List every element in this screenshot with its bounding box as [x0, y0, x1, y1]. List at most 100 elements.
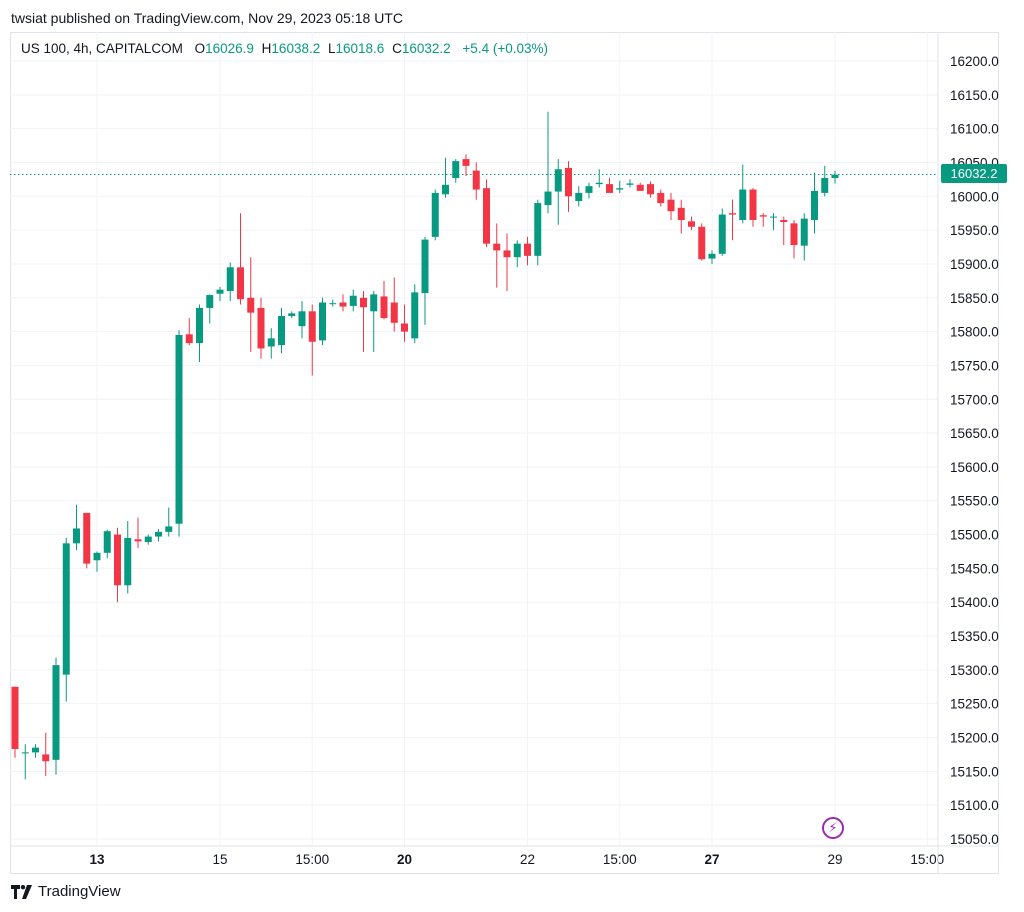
y-tick-label: 16000.0 [950, 189, 999, 204]
candle-body-up [370, 294, 378, 312]
candle-body-down [698, 226, 706, 260]
candle-body-down [565, 167, 572, 197]
legend-high-value: 16038.2 [271, 41, 321, 56]
candle-body-up [616, 188, 624, 190]
candle-body-up [595, 182, 603, 185]
candle-body-up [585, 186, 593, 193]
candle-body-up [534, 203, 542, 256]
y-tick-label: 16150.0 [950, 88, 999, 103]
candle-body-up [298, 311, 306, 327]
candle-body-down [401, 323, 408, 332]
candle-body-down [677, 207, 685, 220]
y-tick-label: 15050.0 [950, 832, 999, 847]
y-tick-label: 15950.0 [950, 223, 999, 238]
candle-body-up [626, 183, 634, 185]
y-tick-label: 15800.0 [950, 325, 999, 340]
candle-body-up [93, 552, 101, 561]
legend-close-value: 16032.2 [401, 41, 451, 56]
brand-name: TradingView [38, 883, 121, 900]
candle-body-down [185, 334, 193, 344]
tradingview-brand[interactable]: TradingView [11, 883, 121, 900]
candle-body-up [52, 665, 60, 760]
candle-body-up [708, 253, 716, 259]
candle-body-down [636, 184, 644, 191]
y-tick-label: 15550.0 [950, 494, 999, 509]
y-tick-label: 15450.0 [950, 561, 999, 576]
y-tick-label: 15650.0 [950, 426, 999, 441]
publisher-line: twsiat published on TradingView.com, Nov… [11, 10, 403, 26]
candle-body-up [575, 192, 583, 202]
candle-body-down [667, 199, 675, 212]
candle-body-up [554, 169, 562, 192]
legend-high-label: H [261, 41, 272, 56]
candle-body-up [165, 526, 173, 532]
candle-body-down [11, 686, 19, 750]
candle-body-down [462, 159, 470, 166]
tradingview-logo-icon [11, 884, 32, 899]
candle-body-down [472, 170, 480, 190]
legend-close-label: C [392, 41, 402, 56]
x-tick-label: 27 [704, 852, 719, 867]
candle-body-up [73, 528, 80, 544]
candle-body-down [759, 215, 767, 217]
candle-body-up [21, 752, 29, 754]
legend-open-label: O [194, 41, 206, 56]
candle-body-up [513, 243, 521, 258]
y-tick-label: 15250.0 [950, 697, 999, 712]
candle-body-down [237, 267, 244, 300]
y-tick-label: 15900.0 [950, 257, 999, 272]
candle-body-down [524, 243, 531, 256]
x-tick-label: 15 [212, 852, 227, 867]
x-tick-label: 15:00 [603, 852, 637, 867]
chart-frame [10, 32, 999, 874]
candle-body-up [32, 747, 39, 753]
candle-body-down [503, 250, 511, 258]
candle-body-up [442, 184, 449, 195]
candle-body-down [657, 192, 665, 204]
candle-body-up [329, 303, 337, 305]
y-tick-label: 15850.0 [950, 291, 999, 306]
candle-body-up [739, 189, 747, 220]
candle-body-down [360, 297, 367, 308]
y-tick-label: 16100.0 [950, 122, 999, 137]
candle-body-down [493, 243, 501, 251]
candle-body-down [729, 213, 736, 215]
candle-body-up [821, 178, 829, 193]
lightning-icon[interactable]: ⚡ [822, 817, 844, 839]
candle-body-down [134, 539, 142, 542]
candle-body-up [452, 161, 460, 179]
x-tick-label: 20 [397, 852, 412, 867]
candle-body-down [483, 188, 490, 244]
legend-symbol: US 100, 4h, CAPITALCOM [21, 41, 183, 56]
candle-body-down [647, 184, 654, 195]
candle-body-down [780, 219, 788, 223]
candle-body-up [770, 216, 777, 218]
candle-body-up [811, 190, 818, 220]
candle-body-down [308, 311, 316, 342]
candle-body-up [196, 307, 203, 344]
candle-body-down [380, 296, 388, 319]
candle-body-down [606, 184, 613, 193]
candle-body-up [216, 289, 224, 294]
candle-body-up [103, 531, 111, 553]
legend-open-value: 16026.9 [205, 41, 254, 56]
y-tick-label: 15150.0 [950, 764, 999, 779]
candle-body-up [206, 295, 214, 308]
legend-low-label: L [328, 41, 336, 56]
candle-body-up [226, 267, 234, 292]
candle-body-down [790, 223, 798, 246]
y-tick-label: 15600.0 [950, 460, 999, 475]
candle-body-up [175, 334, 183, 524]
candle-body-down [390, 302, 398, 323]
candle-body-down [114, 534, 121, 586]
candle-body-down [247, 297, 255, 313]
y-tick-label: 15200.0 [950, 731, 999, 746]
legend-low-value: 16018.6 [335, 41, 385, 56]
y-tick-label: 15700.0 [950, 392, 999, 407]
candle-body-up [144, 536, 152, 542]
candle-body-up [800, 218, 808, 246]
candle-body-up [411, 292, 419, 339]
candle-body-up [288, 313, 296, 317]
candle-body-up [431, 192, 439, 237]
